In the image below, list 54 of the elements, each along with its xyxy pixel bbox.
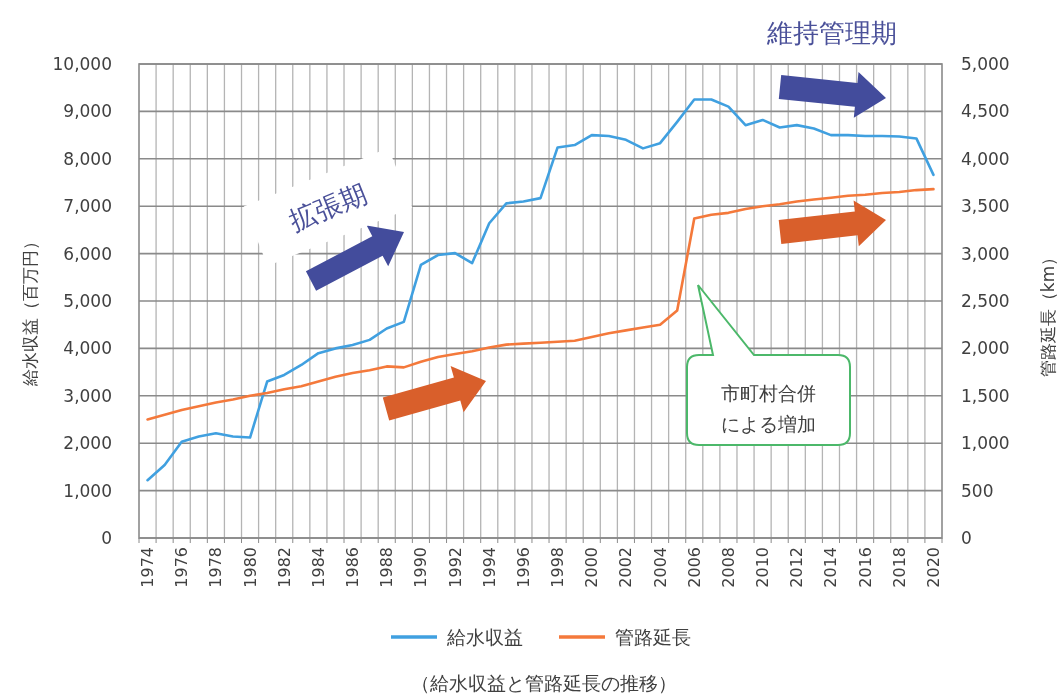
y2-tick-label: 3,000 (961, 243, 1010, 264)
x-tick-label: 1984 (308, 547, 328, 588)
legend-label: 管路延長 (615, 626, 691, 648)
y-tick-label: 7,000 (63, 196, 112, 217)
y-tick-label: 5,000 (63, 291, 112, 311)
y-tick-label: 10,000 (52, 54, 112, 74)
y2-tick-label: 0 (961, 528, 972, 548)
y-axis-title: 給水収益（百万円） (20, 232, 40, 387)
x-tick-label: 1976 (172, 547, 192, 588)
annotation: 拡張期 (284, 177, 372, 237)
x-tick-label: 1992 (445, 547, 465, 588)
x-tick-label: 2014 (821, 547, 841, 588)
y2-tick-label: 1,500 (961, 385, 1010, 406)
y2-tick-label: 5,000 (961, 54, 1010, 74)
y-tick-label: 6,000 (63, 243, 112, 264)
y-tick-label: 1,000 (63, 480, 112, 501)
x-tick-label: 1980 (240, 547, 260, 588)
x-tick-label: 2018 (889, 547, 909, 588)
y-tick-label: 9,000 (63, 101, 112, 122)
y-tick-label: 3,000 (63, 385, 112, 406)
x-tick-label: 1994 (479, 547, 499, 588)
x-tick-label: 1978 (206, 547, 226, 588)
x-tick-label: 2000 (582, 547, 602, 588)
x-tick-label: 2020 (923, 547, 943, 588)
x-tick-label: 1990 (411, 547, 431, 588)
x-tick-label: 2004 (650, 547, 670, 588)
x-tick-label: 2008 (718, 547, 738, 588)
y2-tick-label: 2,000 (961, 338, 1010, 359)
y-tick-label: 4,000 (63, 338, 112, 359)
y-tick-label: 8,000 (63, 148, 112, 169)
x-tick-label: 1988 (377, 547, 397, 588)
y-tick-label: 0 (101, 528, 112, 548)
legend-label: 給水収益 (446, 626, 523, 648)
annotation: 市町村合併による増加 (720, 382, 816, 435)
y2-axis-title: 管路延長（km） (1038, 248, 1058, 378)
y2-tick-label: 1,000 (961, 433, 1010, 454)
x-tick-label: 2006 (684, 547, 704, 588)
x-tick-label: 2016 (855, 547, 875, 588)
x-tick-label: 1982 (274, 547, 294, 588)
y2-tick-label: 4,500 (961, 101, 1010, 122)
x-tick-label: 1974 (138, 547, 158, 588)
x-tick-label: 1998 (548, 547, 568, 588)
text: 維持管理期 (766, 18, 897, 48)
y-tick-label: 2,000 (63, 433, 112, 454)
y2-tick-label: 3,500 (961, 196, 1010, 217)
x-tick-label: 2002 (616, 547, 636, 588)
y2-tick-label: 500 (961, 480, 994, 501)
x-tick-label: 2012 (787, 547, 807, 588)
text: （給水収益と管路延長の推移） (411, 672, 677, 694)
y2-tick-label: 4,000 (961, 148, 1010, 169)
x-tick-label: 2010 (753, 547, 773, 588)
x-tick-label: 1986 (343, 547, 363, 588)
x-tick-label: 1996 (513, 547, 533, 588)
y2-tick-label: 2,500 (961, 291, 1010, 311)
